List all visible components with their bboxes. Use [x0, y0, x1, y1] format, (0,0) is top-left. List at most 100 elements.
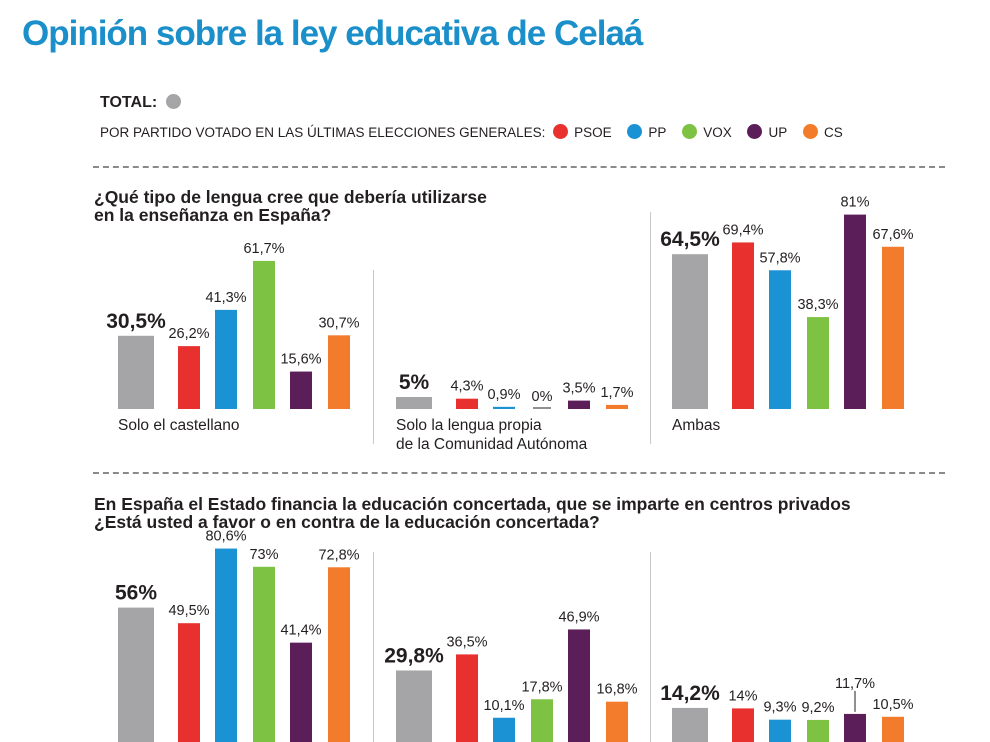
- bar-psoe: [732, 242, 754, 409]
- data-label-pp: 9,3%: [763, 700, 796, 716]
- data-label-up: 46,9%: [558, 609, 599, 625]
- category-label: Solo el castellano: [118, 417, 240, 434]
- bar-psoe: [456, 398, 478, 409]
- legend-parties: POR PARTIDO VOTADO EN LAS ÚLTIMAS ELECCI…: [100, 124, 851, 140]
- data-label-cs: 16,8%: [596, 682, 637, 698]
- data-label-cs: 10,5%: [872, 697, 913, 713]
- legend-total-label: TOTAL:: [100, 94, 158, 111]
- bar-pp: [769, 270, 791, 409]
- data-label-pp: 0,9%: [487, 387, 520, 403]
- legend-dot-pp: [627, 124, 643, 139]
- category-label: Ambas: [672, 417, 720, 434]
- bar-up: [568, 629, 590, 742]
- bar-up: [290, 642, 312, 742]
- bar-cs: [328, 567, 350, 742]
- data-label-total: 30,5%: [106, 310, 166, 333]
- data-label-total: 64,5%: [660, 228, 720, 251]
- bar-vox: [531, 699, 553, 742]
- bar-total: [118, 335, 154, 409]
- data-label-pp: 57,8%: [759, 250, 800, 266]
- data-label-psoe: 4,3%: [450, 379, 483, 395]
- legend-label-vox: VOX: [703, 125, 732, 140]
- data-label-vox: 0%: [532, 389, 553, 405]
- data-label-up: 11,7%: [835, 676, 875, 692]
- bar-up: [568, 400, 590, 409]
- question-1-line-2: en la enseñanza en España?: [94, 205, 332, 225]
- bar-vox: [253, 566, 275, 742]
- bar-pp: [493, 406, 515, 409]
- bar-psoe: [732, 708, 754, 742]
- data-label-cs: 67,6%: [872, 227, 913, 243]
- chart-title: Opinión sobre la ley educativa de Celaá: [22, 14, 643, 53]
- bar-cs: [328, 335, 350, 409]
- data-label-psoe: 26,2%: [168, 326, 209, 342]
- section-divider-1: [93, 166, 945, 168]
- bar-total: [672, 254, 708, 409]
- legend-label-up: UP: [768, 125, 788, 140]
- legend-dot-psoe: [553, 124, 569, 139]
- bar-pp: [769, 719, 791, 742]
- data-label-vox: 73%: [249, 547, 278, 563]
- bar-up: [844, 214, 866, 409]
- data-label-vox: 9,2%: [801, 700, 834, 716]
- legend-dot-vox: [682, 124, 698, 139]
- data-label-total: 5%: [399, 371, 430, 394]
- legend-dot-up: [747, 124, 763, 139]
- legend-dot-cs: [803, 124, 818, 139]
- bar-total: [118, 607, 154, 742]
- data-label-psoe: 69,4%: [722, 222, 763, 238]
- bar-cs: [606, 404, 628, 409]
- data-label-vox: 61,7%: [243, 241, 284, 257]
- question-2: En España el Estado financia la educació…: [94, 495, 851, 531]
- bar-up: [290, 371, 312, 409]
- bar-total: [672, 707, 708, 742]
- data-label-up: 3,5%: [562, 381, 595, 397]
- legend-label-psoe: PSOE: [574, 125, 612, 140]
- group-separator: [373, 270, 374, 444]
- bar-vox: [807, 719, 829, 742]
- data-label-cs: 30,7%: [318, 315, 359, 331]
- group-separator: [650, 212, 651, 444]
- data-label-total: 14,2%: [660, 682, 720, 705]
- legend-label-cs: CS: [824, 125, 843, 140]
- data-label-up: 41,4%: [280, 623, 321, 639]
- data-label-cs: 1,7%: [600, 385, 633, 401]
- bar-pp: [493, 717, 515, 742]
- category-label: Solo la lengua propia: [396, 417, 542, 434]
- bar-psoe: [178, 623, 200, 742]
- data-label-vox: 38,3%: [797, 297, 838, 313]
- data-label-psoe: 49,5%: [168, 603, 209, 619]
- bar-cs: [606, 701, 628, 742]
- legend-total: TOTAL:: [100, 94, 187, 112]
- bar-cs: [882, 716, 904, 742]
- bar-total: [396, 397, 432, 409]
- bar-up: [844, 713, 866, 742]
- legend-party-intro: POR PARTIDO VOTADO EN LAS ÚLTIMAS ELECCI…: [100, 125, 546, 140]
- data-label-psoe: 14%: [728, 688, 757, 704]
- data-label-psoe: 36,5%: [446, 634, 487, 650]
- bar-vox: [253, 260, 275, 409]
- question-2-line-1: En España el Estado financia la educació…: [94, 494, 851, 514]
- bar-psoe: [178, 346, 200, 409]
- group-separator: [650, 552, 651, 742]
- question-1-line-1: ¿Qué tipo de lengua cree que debería uti…: [94, 187, 487, 207]
- bar-vox: [807, 317, 829, 409]
- category-label: de la Comunidad Autónoma: [396, 436, 588, 453]
- data-label-vox: 17,8%: [521, 679, 562, 695]
- bar-psoe: [456, 654, 478, 742]
- section-divider-2: [93, 472, 945, 474]
- legend-total-dot: [165, 94, 181, 109]
- question-1: ¿Qué tipo de lengua cree que debería uti…: [94, 188, 487, 224]
- data-label-up: 15,6%: [280, 352, 321, 368]
- data-label-pp: 41,3%: [205, 290, 246, 306]
- legend-label-pp: PP: [648, 125, 667, 140]
- bar-pp: [215, 548, 237, 742]
- data-label-up: 81%: [840, 195, 869, 211]
- data-label-pp: 80,6%: [205, 529, 246, 545]
- data-label-total: 29,8%: [384, 644, 444, 667]
- bar-total: [396, 670, 432, 742]
- data-label-pp: 10,1%: [483, 698, 524, 714]
- bar-cs: [882, 246, 904, 409]
- data-label-total: 56%: [115, 582, 157, 605]
